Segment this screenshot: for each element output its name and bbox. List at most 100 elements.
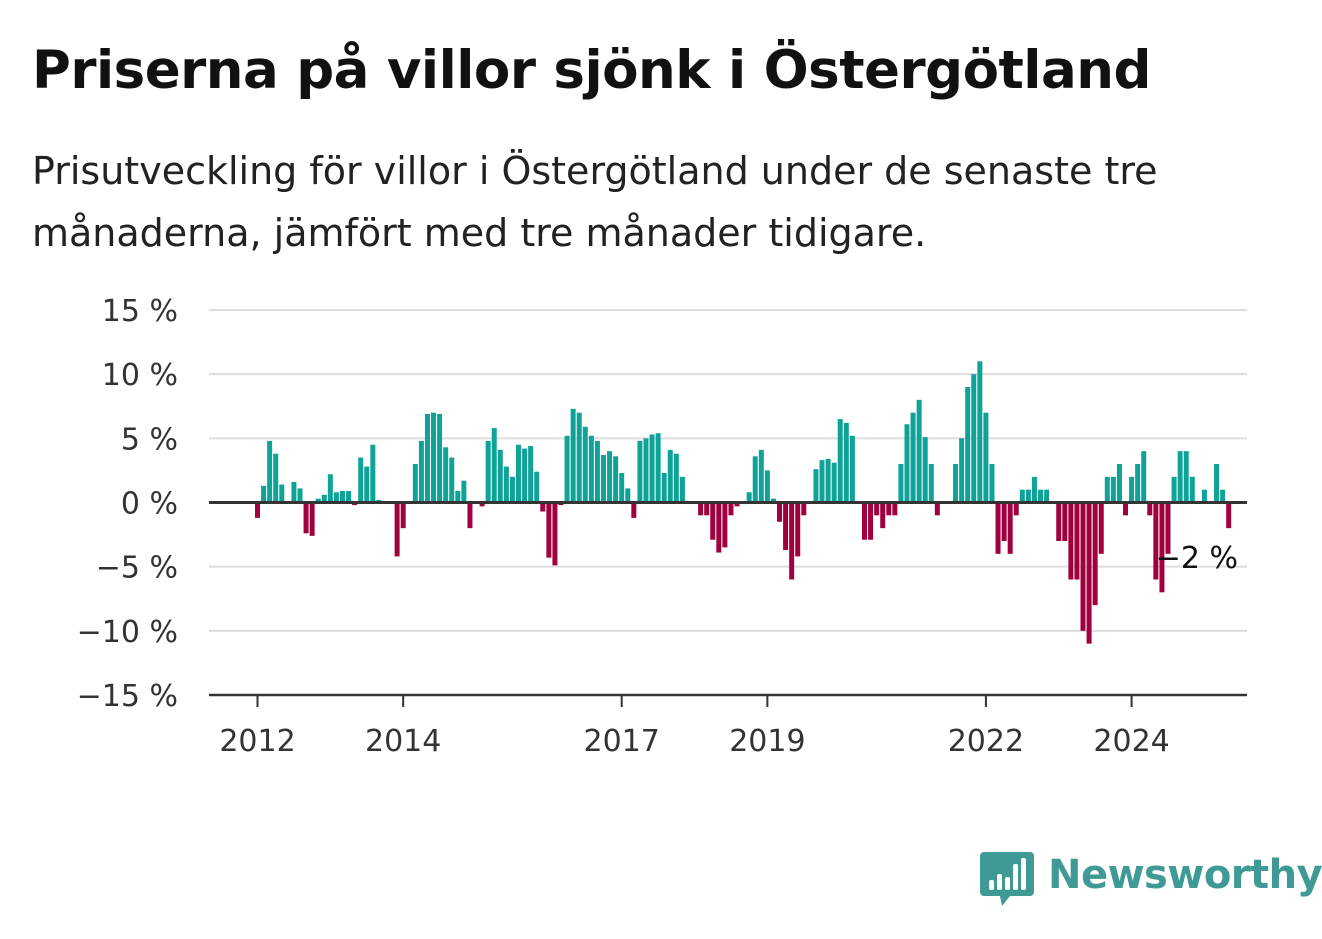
bar [1177,451,1183,503]
bar [825,458,831,503]
bar [479,502,485,507]
y-tick-label: 0 % [121,487,178,522]
bar [1129,476,1135,503]
bar [594,440,600,503]
x-tick-label: 2024 [1093,724,1169,759]
bar [1038,489,1044,503]
bar [813,469,819,503]
bar [570,408,576,503]
bar [637,440,643,503]
bar [783,502,789,550]
bar [552,502,558,566]
bar [297,488,303,503]
bar [315,498,321,503]
chart-subtitle: Prisutveckling för villor i Östergötland… [32,149,1158,255]
bar [764,470,770,503]
bar [412,464,418,503]
bar [655,433,661,503]
bar [673,453,679,503]
bar [1044,489,1050,503]
bar [418,440,424,503]
bar [971,374,977,503]
bar [1025,489,1031,503]
bar [801,502,807,516]
bar [394,502,400,557]
bar [625,488,631,503]
bar [710,502,716,540]
x-axis-ticks: 2012 2014 2017 2019 2022 2024 [219,695,1170,759]
bar [1068,502,1074,580]
bar [588,435,594,503]
bar [843,422,849,503]
bar [485,440,491,503]
bar [837,419,843,503]
y-axis-ticks: 15 % 10 % 5 % 0 % −5 % −10 % −15 % [77,294,178,714]
y-tick-label: −15 % [77,679,178,714]
bar [1080,502,1086,631]
bar [734,502,740,507]
gridlines [209,309,1247,632]
bar [904,424,910,503]
bar [1226,502,1232,529]
bar [1001,502,1007,541]
bar [770,498,776,503]
bar [983,412,989,503]
bar [455,490,461,503]
bar [576,412,582,503]
bar [874,502,880,516]
bar [1086,502,1092,644]
x-tick-label: 2019 [729,724,805,759]
bar [1135,464,1141,503]
bar [1110,476,1116,503]
bar [437,413,443,503]
bar [443,447,449,503]
x-tick-label: 2017 [584,724,660,759]
bar [1220,489,1226,503]
bar [309,502,315,536]
bar [607,451,613,503]
bar [564,435,570,503]
x-tick-label: 2014 [365,724,441,759]
bar [953,464,959,503]
bars [255,361,1232,644]
bar [333,492,339,503]
bar [1189,476,1195,503]
bar [619,472,625,503]
bar [321,494,327,503]
bar [346,490,352,503]
bar [922,437,928,503]
axes [209,501,1247,697]
bar [959,438,965,503]
x-tick-label: 2022 [948,724,1024,759]
bar [910,412,916,503]
bar [522,448,528,503]
bar [716,502,722,553]
bar [273,453,279,503]
bar [777,502,783,522]
bar [303,502,309,534]
bar [600,455,606,503]
bar [886,502,892,516]
bar [1062,502,1068,541]
bar [1104,476,1110,503]
bar [679,476,685,503]
bar [758,449,764,503]
bar [461,480,467,503]
bar [746,492,752,503]
bar [279,484,285,503]
bar [1007,502,1013,554]
bar [497,449,503,503]
bar [582,426,588,503]
newsworthy-logo-icon [980,852,1034,906]
bar [862,502,867,540]
bar [1153,502,1159,580]
bar [540,502,546,512]
bar [503,466,509,503]
x-tick-label: 2012 [219,724,295,759]
y-tick-label: −10 % [77,615,178,650]
y-tick-label: 10 % [102,358,178,393]
bar [327,474,333,503]
bar [728,502,734,516]
bar [1141,451,1147,503]
chart-title: Priserna på villor sjönk i Östergötland [32,40,1151,101]
